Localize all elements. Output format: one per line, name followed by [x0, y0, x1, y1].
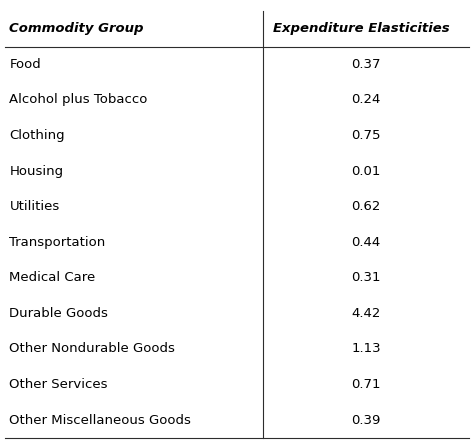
- Text: 0.37: 0.37: [351, 58, 381, 71]
- Text: Other Miscellaneous Goods: Other Miscellaneous Goods: [9, 414, 191, 426]
- Text: Housing: Housing: [9, 165, 64, 178]
- Text: Alcohol plus Tobacco: Alcohol plus Tobacco: [9, 93, 148, 106]
- Text: 4.42: 4.42: [352, 307, 381, 320]
- Text: Expenditure Elasticities: Expenditure Elasticities: [273, 22, 449, 35]
- Text: 0.62: 0.62: [352, 200, 381, 213]
- Text: Other Services: Other Services: [9, 378, 108, 391]
- Text: 0.44: 0.44: [352, 236, 381, 249]
- Text: 0.75: 0.75: [351, 129, 381, 142]
- Text: 0.39: 0.39: [352, 414, 381, 426]
- Text: 0.01: 0.01: [352, 165, 381, 178]
- Text: Food: Food: [9, 58, 41, 71]
- Text: 0.31: 0.31: [351, 271, 381, 284]
- Text: Durable Goods: Durable Goods: [9, 307, 109, 320]
- Text: Utilities: Utilities: [9, 200, 60, 213]
- Text: 0.24: 0.24: [352, 93, 381, 106]
- Text: 0.71: 0.71: [351, 378, 381, 391]
- Text: Other Nondurable Goods: Other Nondurable Goods: [9, 342, 175, 356]
- Text: 1.13: 1.13: [351, 342, 381, 356]
- Text: Medical Care: Medical Care: [9, 271, 96, 284]
- Text: Clothing: Clothing: [9, 129, 65, 142]
- Text: Transportation: Transportation: [9, 236, 106, 249]
- Text: Commodity Group: Commodity Group: [9, 22, 144, 35]
